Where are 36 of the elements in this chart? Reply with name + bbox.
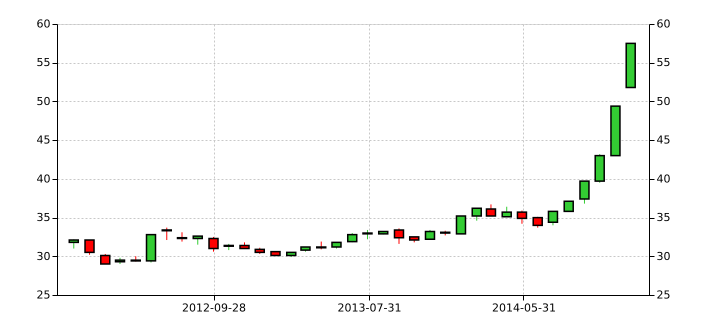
y2-tick-label: 55 (656, 56, 670, 70)
y2-tick-label: 25 (656, 288, 670, 302)
y-tick-label: 40 (36, 172, 50, 186)
y2-tick-label: 50 (656, 94, 670, 108)
candlestick (100, 253, 111, 265)
y2-tick-label: 40 (656, 172, 670, 186)
candlestick (471, 208, 482, 222)
y-tick-label: 50 (36, 94, 50, 108)
y-tick-label: 30 (36, 250, 50, 263)
y2-tick-label: 60 (656, 18, 670, 30)
candlestick (362, 229, 373, 240)
candlestick (424, 229, 436, 240)
y2-tick-label: 45 (656, 134, 670, 147)
y-tick-label: 60 (36, 18, 50, 30)
candlestick (84, 239, 95, 256)
y2-tick-label: 35 (656, 211, 670, 224)
candlestick (394, 228, 404, 244)
x-tick-label: 2014-05-31 (492, 302, 556, 314)
y2-tick-label: 30 (656, 250, 670, 263)
candlestick (456, 215, 466, 235)
candlestick (516, 210, 528, 224)
y-tick-label: 45 (36, 134, 50, 147)
candlestick (346, 232, 358, 243)
candlestick (208, 236, 219, 252)
y-tick-label: 55 (36, 56, 50, 70)
candlestick (579, 180, 590, 204)
candlestick (563, 200, 574, 212)
x-tick-label: 2013-07-31 (338, 302, 402, 314)
y-tick-label: 35 (36, 211, 50, 224)
candlestick (486, 204, 496, 217)
y-tick-label: 25 (36, 288, 50, 302)
candlestick (548, 210, 558, 226)
candlestick (176, 232, 188, 242)
candlestick (162, 227, 172, 241)
candlestick (501, 206, 512, 218)
x-tick-label: 2012-09-28 (182, 302, 246, 314)
